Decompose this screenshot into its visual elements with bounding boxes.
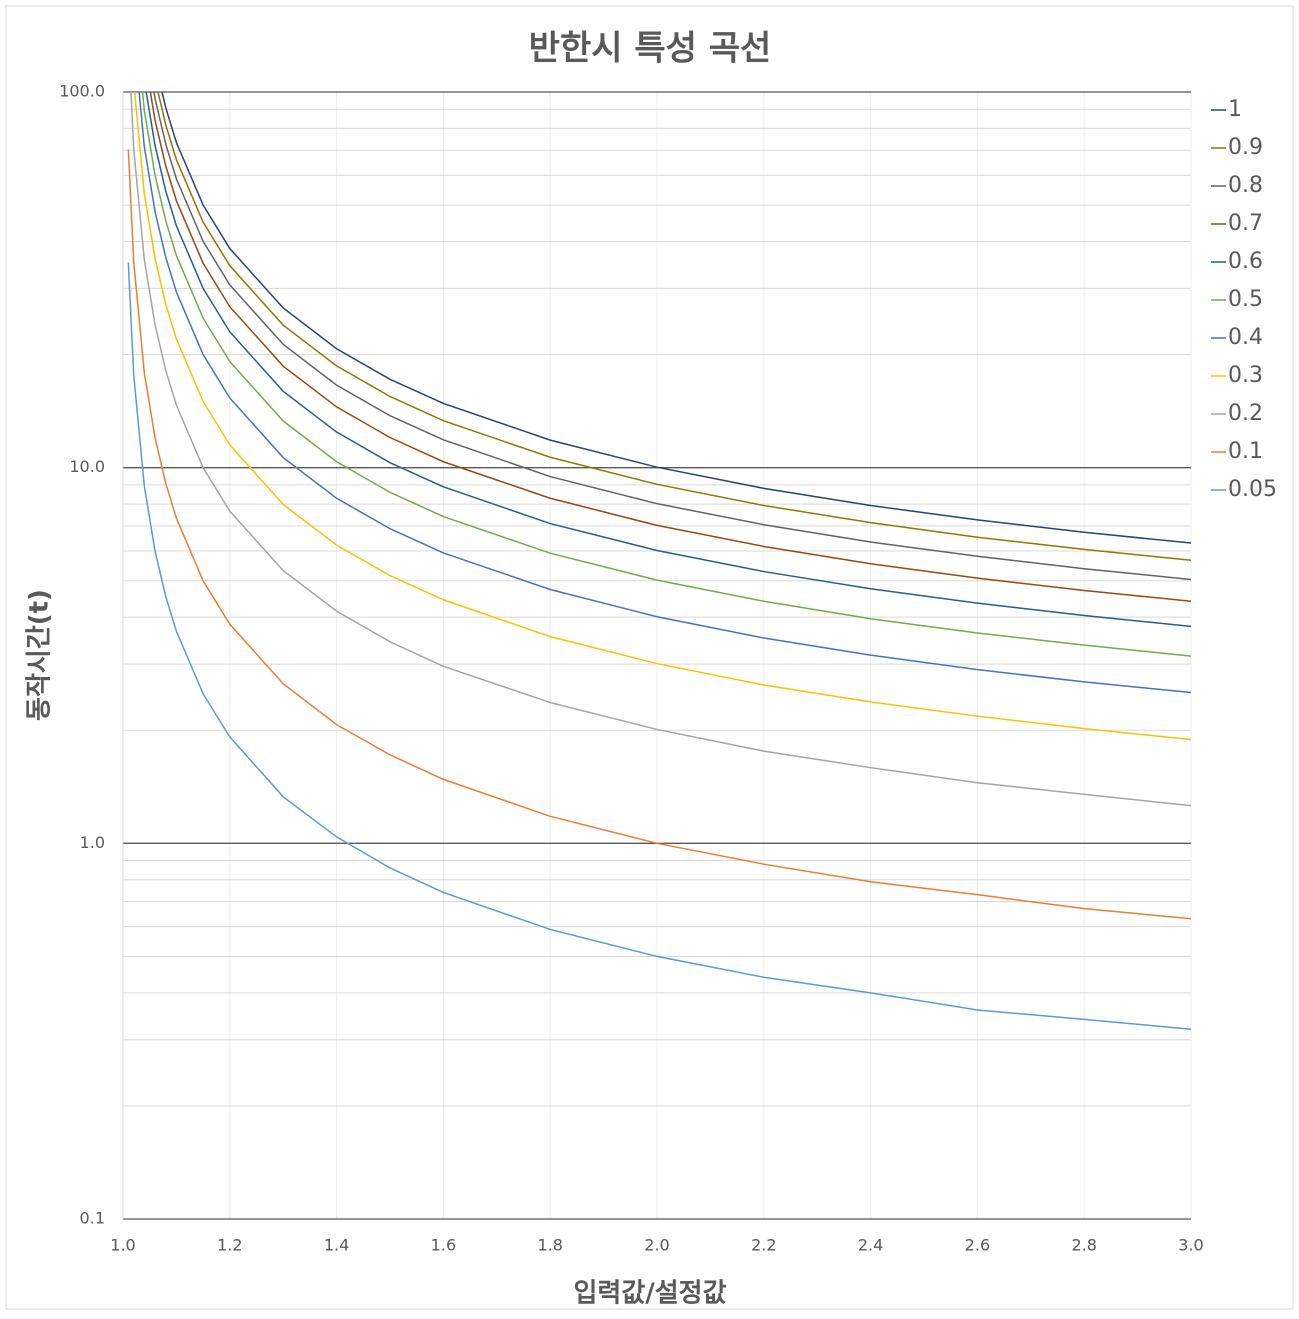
- legend-label: 0.6: [1228, 249, 1263, 274]
- legend: 1 0.9 0.8 0.7 0.6 0.5 0.4 0.3 0.2 0.1 0.05: [1211, 97, 1277, 502]
- legend-label: 1: [1228, 97, 1242, 122]
- legend-label: 0.9: [1228, 135, 1263, 160]
- series-line: [161, 92, 1191, 544]
- legend-label: 0.8: [1228, 173, 1263, 198]
- legend-label: 0.1: [1228, 439, 1263, 464]
- x-tick-label: 2.0: [644, 1236, 669, 1255]
- y-tick-label: 100.0: [59, 82, 105, 101]
- x-tick-label: 1.2: [217, 1236, 242, 1255]
- y-tick-label: 1.0: [80, 833, 105, 852]
- x-tick-label: 1.4: [324, 1236, 349, 1255]
- x-tick-label: 2.6: [965, 1236, 990, 1255]
- series-line: [141, 92, 1191, 657]
- chart-title: 반한시 특성 곡선: [529, 29, 772, 69]
- legend-label: 0.2: [1228, 401, 1263, 426]
- legend-label: 0.3: [1228, 363, 1263, 388]
- series-line: [138, 92, 1191, 694]
- chart-border: [5, 5, 1294, 1310]
- series-line: [157, 92, 1191, 561]
- series-line: [153, 92, 1191, 581]
- y-tick-label: 10.0: [69, 457, 105, 476]
- x-tick-label: 1.8: [537, 1236, 562, 1255]
- x-tick-label: 1.0: [110, 1236, 135, 1255]
- x-tick-label: 2.4: [858, 1236, 883, 1255]
- x-tick-label: 2.2: [751, 1236, 776, 1255]
- series-line: [127, 262, 1191, 1030]
- y-tick-label: 0.1: [80, 1209, 105, 1228]
- legend-label: 0.4: [1228, 325, 1263, 350]
- x-axis-label: 입력값/설정값: [573, 1279, 726, 1309]
- series-line: [130, 92, 1191, 807]
- x-tick-label: 3.0: [1178, 1236, 1203, 1255]
- series-line: [149, 92, 1191, 602]
- x-tick-label: 1.6: [431, 1236, 456, 1255]
- plot-lines: [127, 92, 1191, 1030]
- legend-label: 0.05: [1228, 477, 1277, 502]
- series-line: [133, 92, 1191, 741]
- series-line: [127, 149, 1191, 920]
- legend-label: 0.7: [1228, 211, 1263, 236]
- y-axis-label: 동작시간(t): [25, 589, 55, 721]
- x-tick-label: 2.8: [1071, 1236, 1096, 1255]
- legend-label: 0.5: [1228, 287, 1263, 312]
- series-line: [145, 92, 1191, 628]
